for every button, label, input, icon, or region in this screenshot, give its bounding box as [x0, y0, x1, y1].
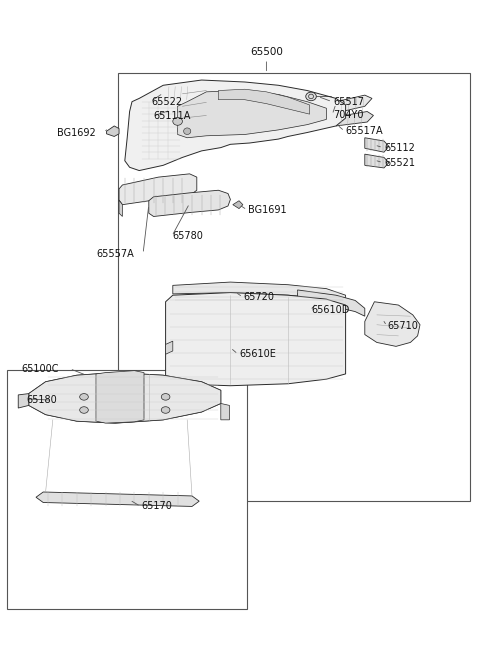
Polygon shape — [29, 373, 221, 423]
Text: 65180: 65180 — [26, 395, 57, 405]
Polygon shape — [336, 112, 373, 126]
Polygon shape — [29, 373, 221, 423]
Polygon shape — [96, 371, 144, 423]
Bar — [7, 370, 247, 609]
Polygon shape — [298, 290, 365, 316]
Text: 65720: 65720 — [244, 292, 275, 302]
Polygon shape — [365, 154, 389, 168]
Polygon shape — [163, 84, 197, 100]
Ellipse shape — [161, 394, 170, 400]
Polygon shape — [178, 91, 326, 138]
Polygon shape — [173, 282, 346, 303]
Text: 704Y0: 704Y0 — [334, 110, 364, 120]
Ellipse shape — [173, 117, 182, 125]
Ellipse shape — [184, 128, 191, 134]
Text: 65522: 65522 — [151, 96, 182, 107]
Text: 65517: 65517 — [334, 96, 365, 107]
Ellipse shape — [161, 407, 170, 413]
Ellipse shape — [306, 92, 316, 100]
Text: BG1692: BG1692 — [57, 127, 96, 138]
Text: 65517A: 65517A — [346, 126, 383, 136]
Polygon shape — [149, 190, 230, 216]
Polygon shape — [365, 138, 389, 152]
Polygon shape — [218, 89, 310, 114]
Polygon shape — [166, 341, 173, 354]
Polygon shape — [18, 394, 29, 408]
Polygon shape — [119, 174, 197, 205]
Text: 65500: 65500 — [250, 47, 283, 57]
Text: 65610E: 65610E — [239, 349, 276, 359]
Text: 65112: 65112 — [384, 142, 415, 153]
Text: BG1691: BG1691 — [248, 205, 287, 215]
Bar — [118, 73, 470, 501]
Ellipse shape — [80, 394, 88, 400]
Text: 65610D: 65610D — [311, 305, 349, 316]
Polygon shape — [107, 126, 119, 136]
Polygon shape — [336, 95, 372, 113]
Polygon shape — [119, 200, 122, 216]
Polygon shape — [233, 201, 243, 209]
Text: 65521: 65521 — [384, 157, 415, 168]
Ellipse shape — [80, 407, 88, 413]
Polygon shape — [221, 403, 229, 420]
Text: 65780: 65780 — [173, 231, 204, 241]
Text: 65710: 65710 — [388, 321, 419, 331]
Text: 65100C: 65100C — [22, 363, 59, 374]
Polygon shape — [166, 293, 346, 386]
Text: 65111A: 65111A — [154, 111, 191, 121]
Polygon shape — [36, 492, 199, 506]
Polygon shape — [125, 80, 346, 171]
Text: 65170: 65170 — [142, 501, 172, 512]
Polygon shape — [365, 302, 420, 346]
Text: 65557A: 65557A — [96, 249, 134, 259]
